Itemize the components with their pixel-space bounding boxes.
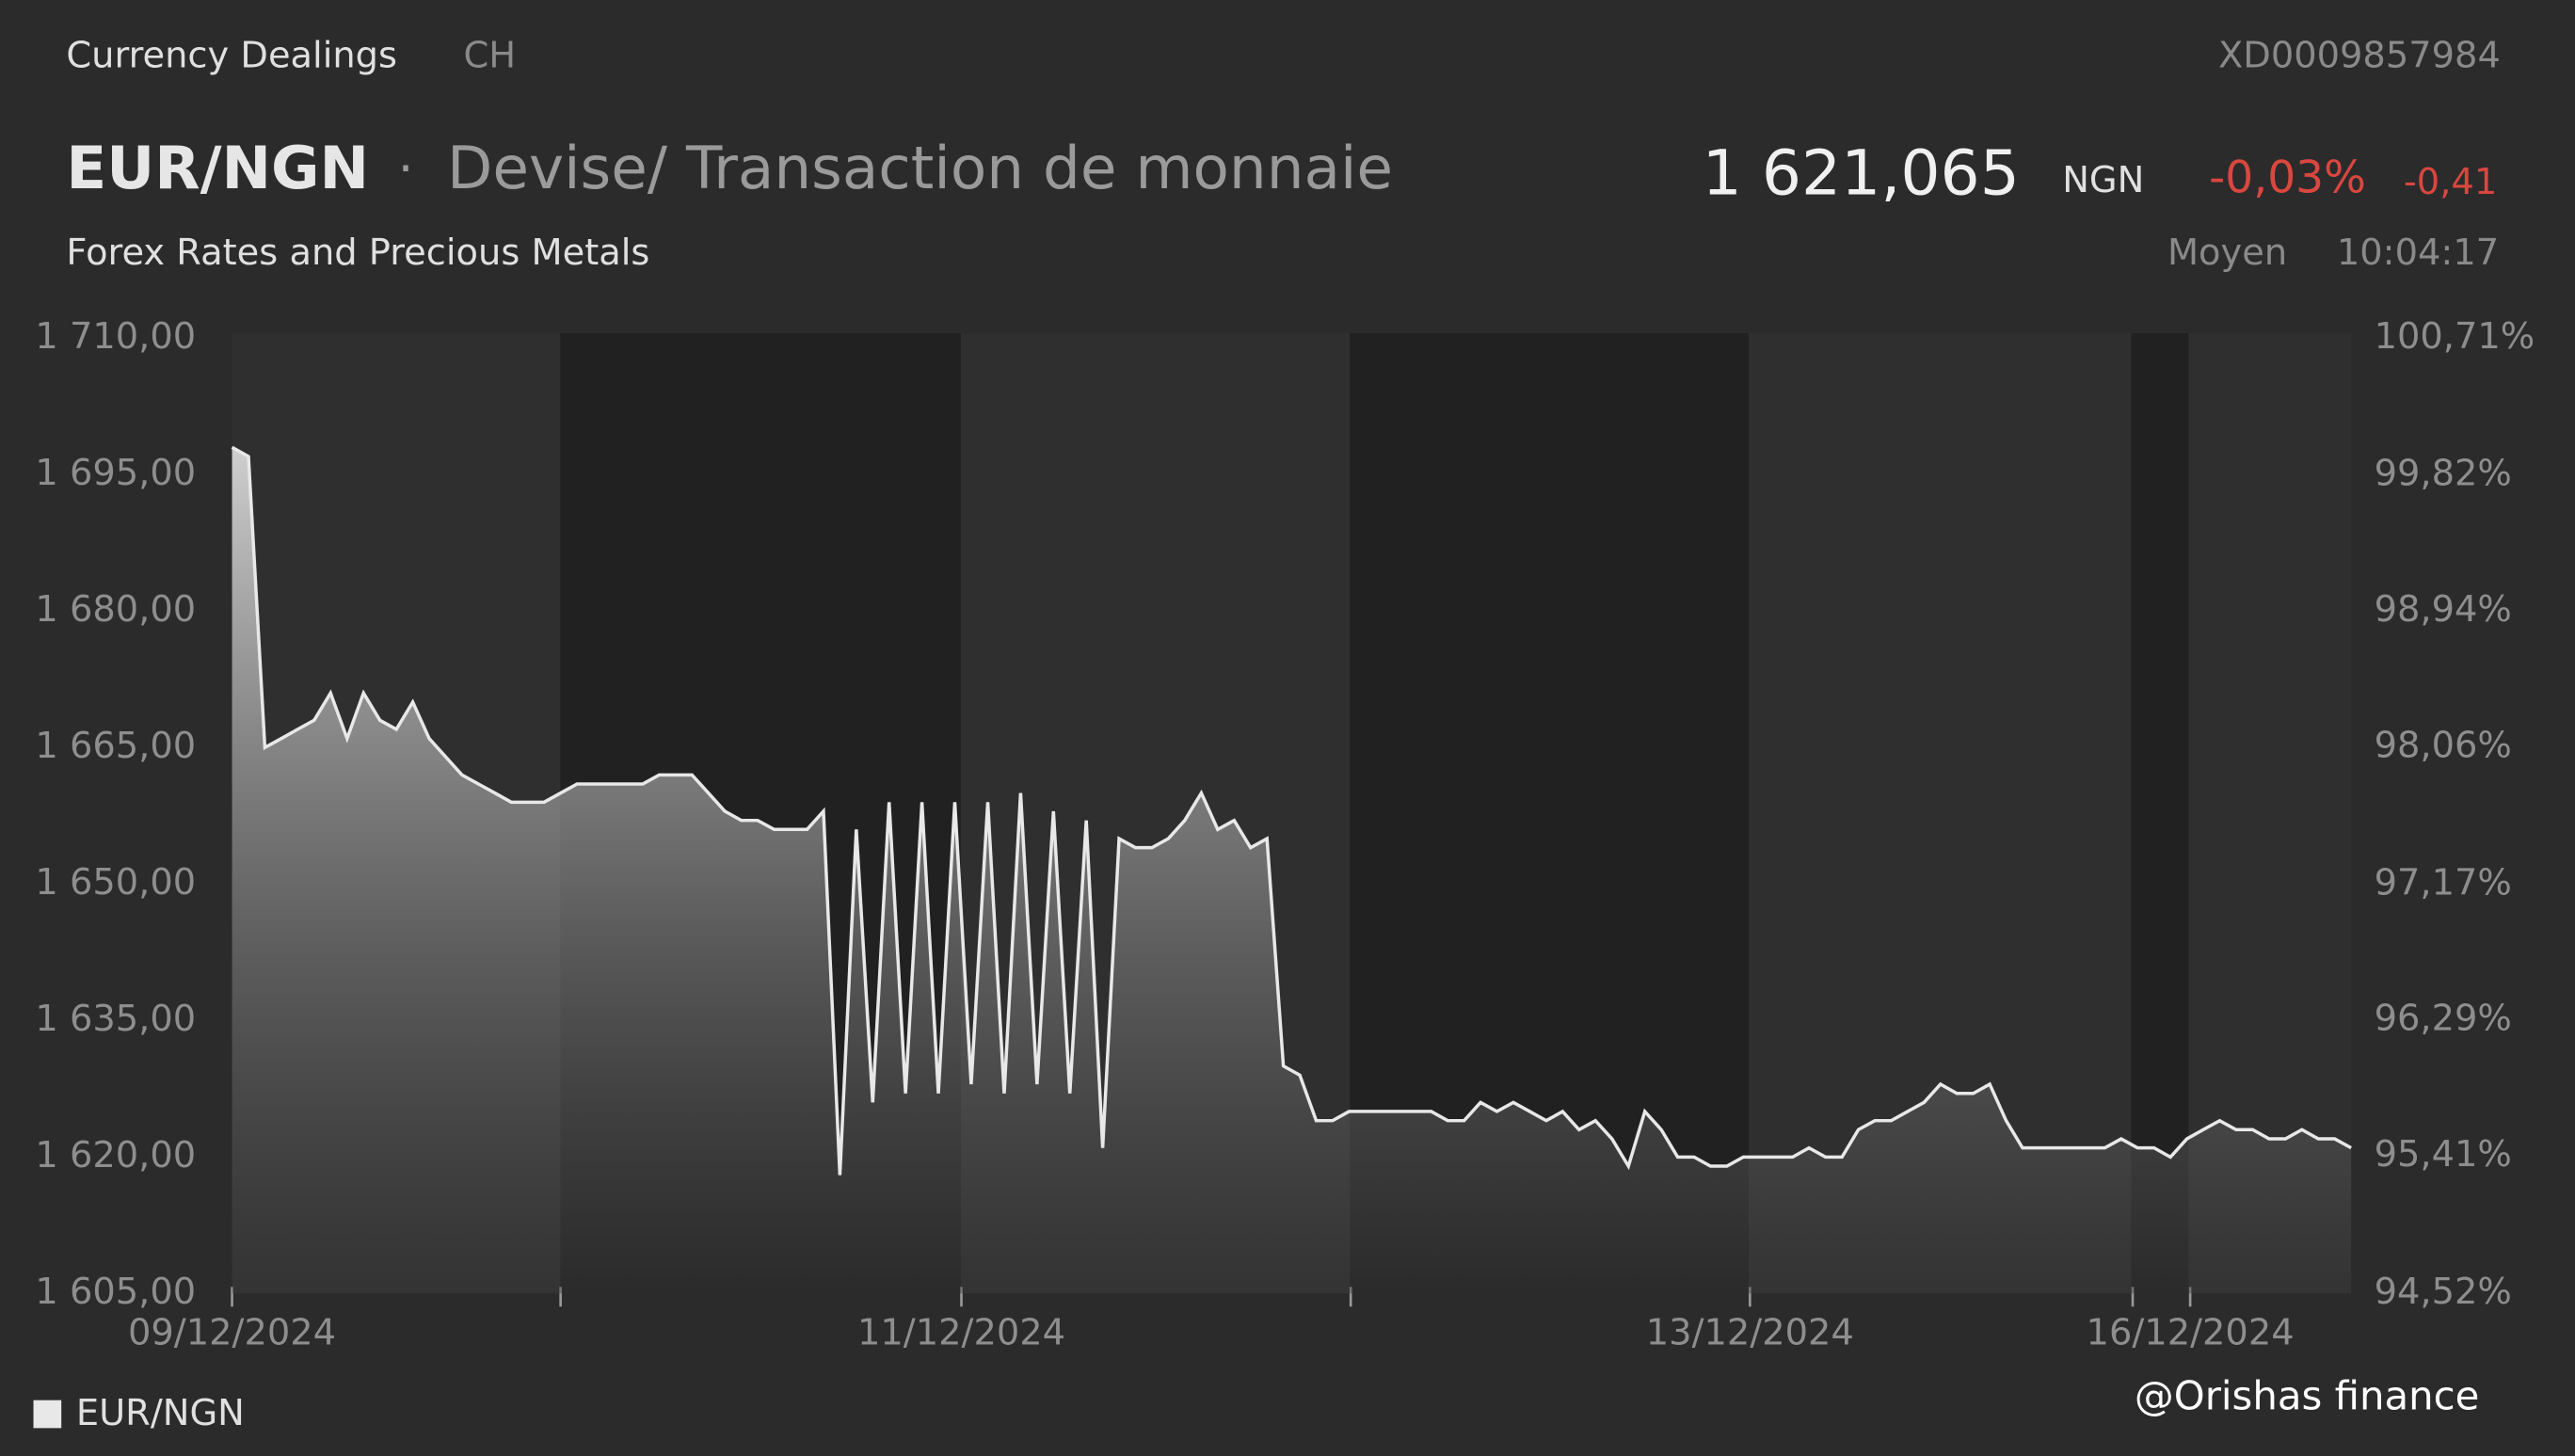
currency: NGN	[2062, 159, 2144, 201]
y-tick-label: 1 665,00	[35, 725, 196, 767]
y-tick-label: 1 680,00	[35, 588, 196, 631]
y2-tick-label: 98,06%	[2375, 724, 2512, 766]
market: CH	[463, 35, 516, 77]
y2-tick-label: 96,29%	[2375, 998, 2512, 1040]
y-tick-label: 1 710,00	[35, 315, 196, 358]
y-tick-label: 1 695,00	[35, 452, 196, 494]
change-pct: -0,03%	[2209, 152, 2366, 203]
time: 10:04:17	[2337, 232, 2499, 274]
area	[232, 447, 2352, 1294]
y-tick-label: 1 635,00	[35, 998, 196, 1040]
y-tick-label: 1 605,00	[35, 1271, 196, 1313]
symbol: EUR/NGN	[66, 134, 369, 202]
watermark: @Orishas finance	[2135, 1372, 2479, 1418]
description: Devise/ Transaction de monnaie	[447, 134, 1393, 202]
band	[2131, 333, 2189, 1294]
y2-tick-label: 100,71%	[2375, 315, 2535, 358]
x-tick-label: 09/12/2024	[128, 1311, 336, 1353]
y2-tick-label: 98,94%	[2375, 588, 2512, 631]
legend-label: EUR/NGN	[76, 1392, 245, 1434]
y-tick-label: 1 650,00	[35, 861, 196, 904]
y2-tick-label: 99,82%	[2375, 453, 2512, 495]
y-tick-label: 1 620,00	[35, 1134, 196, 1176]
y2-tick-label: 95,41%	[2375, 1133, 2512, 1176]
subtitle: Forex Rates and Precious Metals	[66, 232, 649, 274]
line	[231, 445, 2353, 1176]
legend-swatch	[33, 1400, 62, 1429]
x-tick-label: 11/12/2024	[857, 1311, 1065, 1353]
change: -0,41	[2404, 161, 2497, 203]
y2-tick-label: 97,17%	[2375, 861, 2512, 904]
price: 1 621,065	[1703, 136, 2020, 209]
x-tick-label: 13/12/2024	[1646, 1311, 1854, 1353]
separator: ·	[398, 140, 414, 198]
code: XD0009857984	[2218, 35, 2501, 77]
price-type: Moyen	[2167, 232, 2287, 274]
y2-tick-label: 94,52%	[2375, 1271, 2512, 1313]
source: Currency Dealings	[66, 35, 397, 77]
x-tick-label: 16/12/2024	[2087, 1311, 2295, 1353]
